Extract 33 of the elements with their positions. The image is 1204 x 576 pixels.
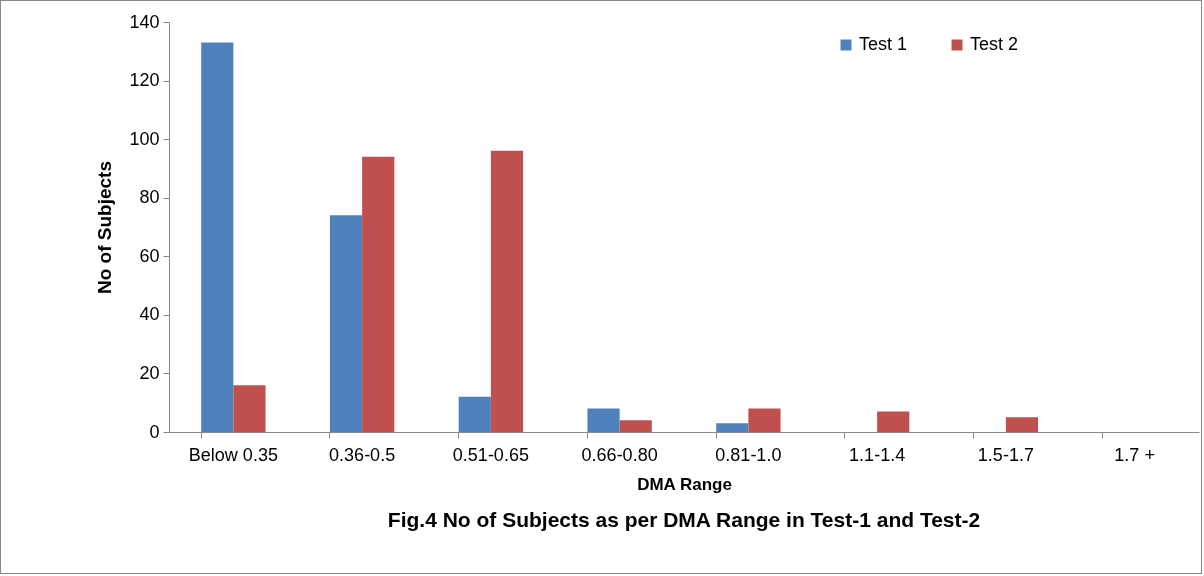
y-tick-label: 140: [129, 11, 160, 32]
legend-label: Test 1: [859, 34, 908, 54]
y-tick-label: 60: [139, 245, 160, 266]
y-tick-label: 40: [139, 304, 160, 325]
bar: [748, 408, 781, 432]
bar: [716, 423, 749, 432]
text: Fig.4 No of Subjects as per DMA Range in Test-1 and Test-2: [387, 508, 981, 531]
x-axis-title: DMA Range: [637, 474, 732, 494]
x-tick-label: 0.66-0.80: [581, 444, 658, 465]
y-tick-label: 100: [129, 128, 160, 149]
y-tick-label: 20: [139, 362, 160, 383]
y-tick-label: 120: [129, 70, 160, 91]
y-tick-label: 0: [149, 421, 160, 442]
x-tick-label: 1.7 +: [1114, 444, 1155, 465]
bar: [490, 150, 524, 432]
bar: [201, 42, 234, 432]
x-tick-label: 0.81-1.0: [715, 444, 782, 465]
y-tick-label: 80: [139, 187, 160, 208]
x-tick-label: 1.1-1.4: [849, 444, 906, 465]
x-tick-label: 0.51-0.65: [452, 444, 529, 465]
bar: [587, 408, 620, 432]
x-tick-label: Below 0.35: [188, 444, 278, 465]
bar: [233, 385, 266, 432]
bar: [1005, 417, 1039, 432]
y-axis-title: No of Subjects: [94, 160, 116, 295]
bar: [362, 156, 395, 432]
bar: [458, 396, 491, 432]
x-tick-label: 0.36-0.5: [329, 444, 396, 465]
legend-label: Test 2: [970, 34, 1019, 54]
bar: [619, 420, 652, 432]
bar: [329, 215, 363, 432]
x-tick-label: 1.5-1.7: [977, 444, 1034, 465]
bar: [877, 411, 910, 432]
